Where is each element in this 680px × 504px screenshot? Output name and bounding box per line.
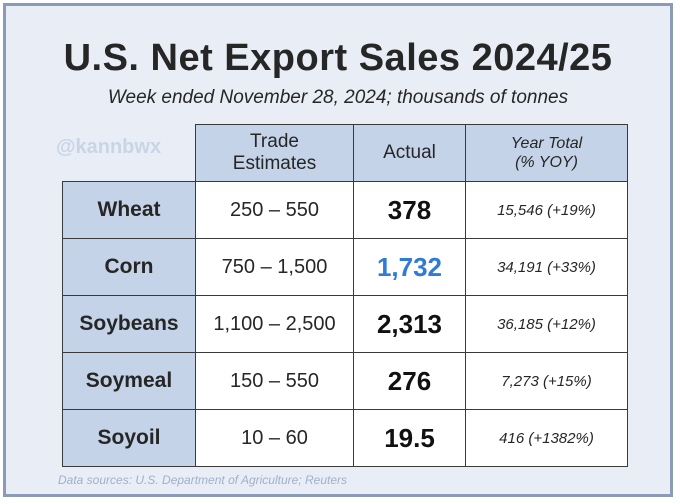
chart-title: U.S. Net Export Sales 2024/25: [63, 37, 613, 79]
header-trade-estimates: Trade Estimates: [195, 124, 354, 182]
commodity-label: Soyoil: [62, 409, 196, 467]
actual-value-cell-highlighted: 1,732: [353, 238, 466, 296]
data-source-note: Data sources: U.S. Department of Agricul…: [58, 473, 348, 487]
header-row: Trade Estimates Actual Year Total (% YOY…: [63, 124, 628, 182]
year-total-cell: 36,185 (+12%): [465, 295, 628, 353]
chart-frame: U.S. Net Export Sales 2024/25 Week ended…: [3, 3, 673, 497]
actual-value-cell: 19.5: [353, 409, 466, 467]
table-row-soybeans: Soybeans 1,100 – 2,500 2,313 36,185 (+12…: [62, 295, 628, 353]
trade-estimate-cell: 1,100 – 2,500: [195, 295, 354, 353]
trade-estimate-cell: 150 – 550: [195, 352, 354, 410]
header-year-line2: (% YOY): [515, 154, 578, 171]
year-total-cell: 7,273 (+15%): [465, 352, 628, 410]
table-row-soyoil: Soyoil 10 – 60 19.5 416 (+1382%): [62, 409, 628, 467]
commodity-label: Soymeal: [62, 352, 196, 410]
header-year-total: Year Total (% YOY): [465, 124, 628, 182]
export-sales-table: Trade Estimates Actual Year Total (% YOY…: [62, 124, 628, 467]
commodity-label: Soybeans: [62, 295, 196, 353]
year-total-cell: 34,191 (+33%): [465, 238, 628, 296]
table-row-corn: Corn 750 – 1,500 1,732 34,191 (+33%): [62, 238, 628, 296]
actual-value-cell: 2,313: [353, 295, 466, 353]
commodity-label: Corn: [62, 238, 196, 296]
header-blank-cell: [63, 125, 196, 182]
table-row-soymeal: Soymeal 150 – 550 276 7,273 (+15%): [62, 352, 628, 410]
chart-subtitle: Week ended November 28, 2024; thousands …: [107, 87, 569, 108]
commodity-label: Wheat: [62, 181, 196, 239]
header-trade-line2: Estimates: [232, 153, 317, 174]
trade-estimate-cell: 10 – 60: [195, 409, 354, 467]
header-year-line1: Year Total: [510, 135, 583, 152]
trade-estimate-cell: 750 – 1,500: [195, 238, 354, 296]
table-row-wheat: Wheat 250 – 550 378 15,546 (+19%): [62, 181, 628, 239]
actual-value-cell: 276: [353, 352, 466, 410]
header-trade-line1: Trade: [250, 131, 299, 152]
actual-value-cell: 378: [353, 181, 466, 239]
year-total-cell: 15,546 (+19%): [465, 181, 628, 239]
watermark-handle: @kannbwx: [56, 136, 162, 158]
year-total-cell: 416 (+1382%): [465, 409, 628, 467]
header-actual: Actual: [353, 124, 466, 182]
trade-estimate-cell: 250 – 550: [195, 181, 354, 239]
